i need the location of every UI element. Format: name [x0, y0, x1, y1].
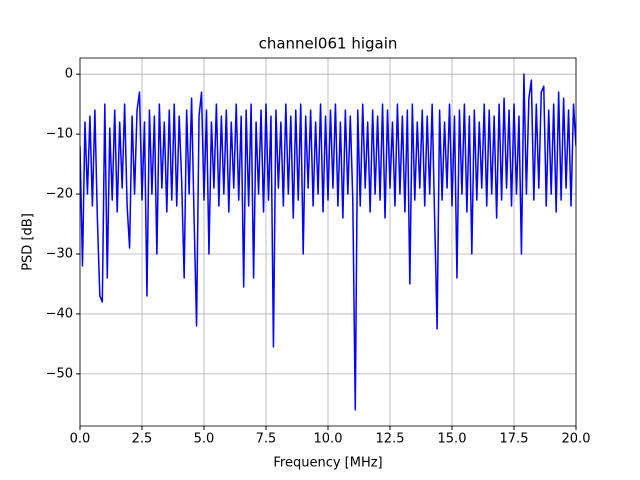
y-tick-label: −50: [46, 366, 73, 381]
x-tick-label: 2.5: [132, 432, 153, 447]
x-axis-label: Frequency [MHz]: [273, 456, 382, 471]
x-tick-label: 20.0: [562, 432, 591, 447]
chart-title: channel061 higain: [259, 35, 398, 53]
x-tick-label: 0.0: [70, 432, 91, 447]
y-tick-label: 0: [65, 67, 73, 82]
y-tick-label: −40: [46, 306, 73, 321]
x-tick-label: 15.0: [438, 432, 467, 447]
x-tick-label: 10.0: [314, 432, 343, 447]
x-tick-label: 17.5: [500, 432, 529, 447]
x-tick-label: 7.5: [256, 432, 277, 447]
x-tick-label: 5.0: [194, 432, 215, 447]
psd-line: [80, 73, 576, 411]
y-tick-label: −30: [46, 246, 73, 261]
plot-frame: [79, 57, 577, 427]
y-tick-label: −10: [46, 127, 73, 142]
x-tick-label: 12.5: [376, 432, 405, 447]
y-axis-label: PSD [dB]: [21, 213, 36, 271]
y-tick-label: −20: [46, 187, 73, 202]
